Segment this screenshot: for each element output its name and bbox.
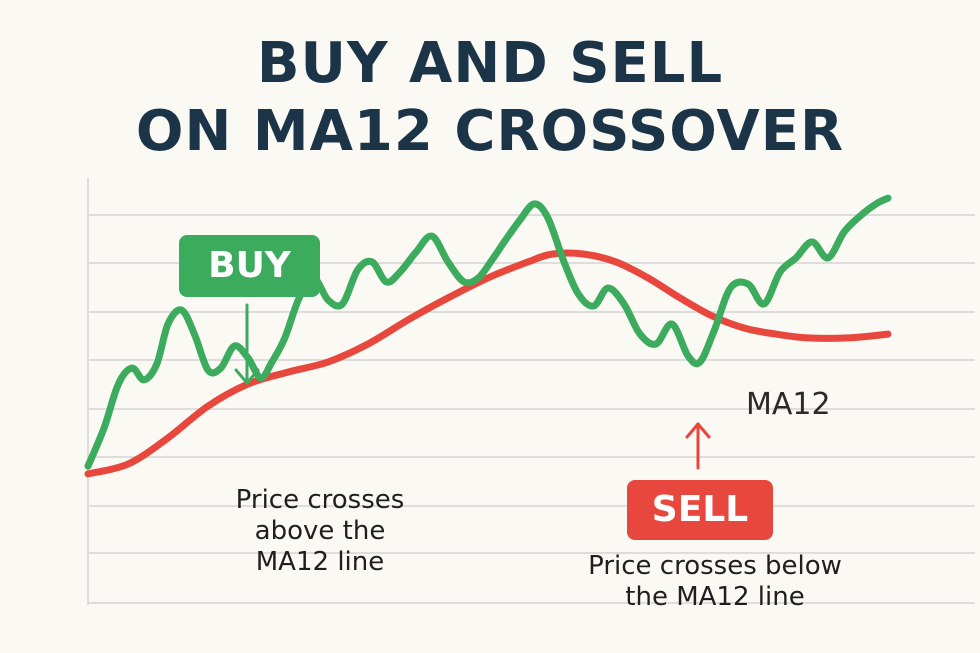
sell-arrow-icon [685, 422, 711, 470]
price-line [84, 194, 892, 470]
sell-signal-tag: SELL [627, 480, 773, 540]
buy-signal-tag: BUY [179, 235, 320, 297]
sell-signal-note: Price crosses below the MA12 line [588, 551, 842, 613]
signal-arrows [234, 303, 711, 470]
buy-arrow-icon [234, 303, 260, 385]
buy-signal-note: Price crosses above the MA12 line [235, 485, 405, 578]
grid-lines [88, 214, 975, 604]
ma12-series-label: MA12 [746, 387, 831, 422]
chart-title-line-1: BUY AND SELL [256, 31, 724, 96]
ma12-line [84, 249, 892, 478]
chart-title-line-2: ON MA12 CROSSOVER [135, 99, 845, 164]
